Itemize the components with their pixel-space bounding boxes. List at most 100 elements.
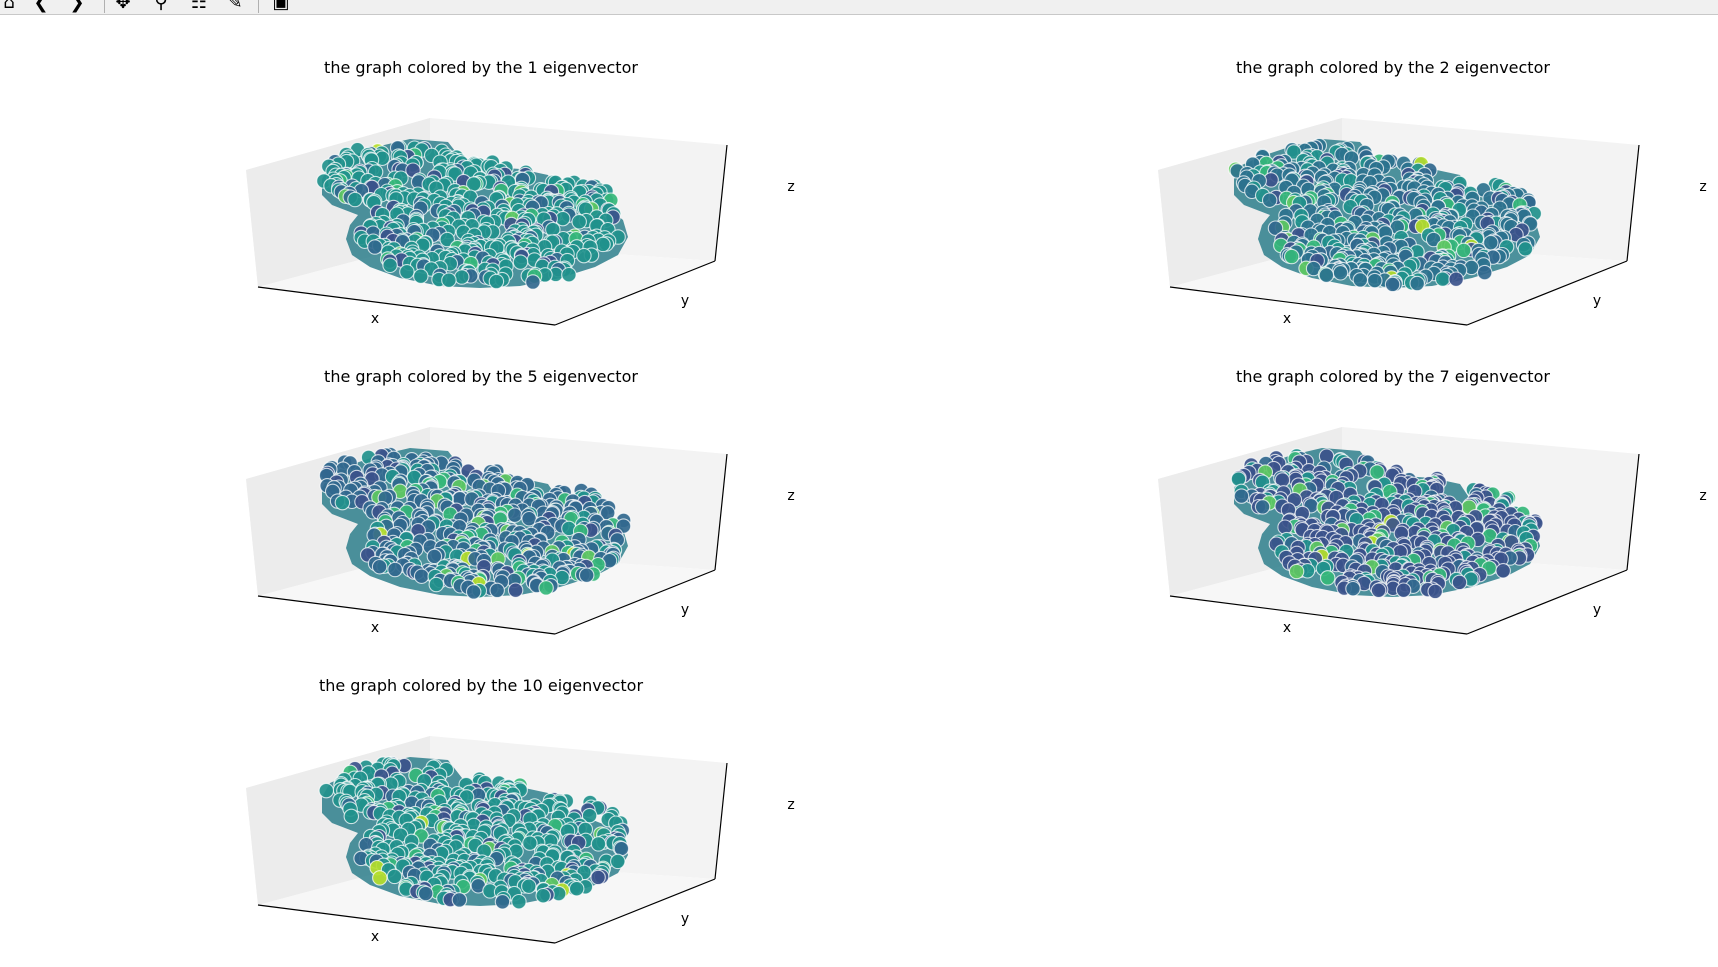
scatter-point [387, 561, 403, 578]
scatter-point [1517, 241, 1534, 257]
scatter-point [372, 870, 388, 886]
scatter-point [1455, 242, 1472, 259]
scatter-point [343, 808, 360, 825]
home-icon: ⌂ [3, 0, 15, 13]
toolbar-separator [258, 0, 259, 13]
scatter-point [511, 893, 527, 910]
scatter-point [561, 266, 577, 283]
scatter-point [1254, 499, 1271, 515]
x-axis-line [257, 904, 556, 944]
scatter-point [525, 274, 541, 290]
scatter-point [1476, 264, 1493, 281]
scatter-point [521, 878, 537, 894]
save-button[interactable]: ▣ [268, 0, 294, 12]
scatter-point [417, 885, 434, 902]
y-axis-label: y [681, 911, 689, 927]
scatter-point [1483, 234, 1499, 251]
scatter-point [318, 782, 335, 799]
x-axis-label: x [371, 929, 379, 945]
subplot-title: the graph colored by the 2 eigenvector [1236, 58, 1550, 77]
z-axis-line [714, 144, 728, 262]
subplot-2: the graph colored by the 2 eigenvector x y… [1158, 58, 1707, 327]
pan-button[interactable]: ✥ [110, 0, 136, 12]
scatter-point [1288, 563, 1305, 580]
scatter-point [1369, 464, 1385, 480]
x-axis-line [1169, 595, 1468, 635]
scatter-point [610, 853, 626, 870]
scatter-point [494, 894, 511, 910]
z-axis-label: z [1699, 179, 1706, 195]
y-axis-label: y [1593, 293, 1601, 309]
home-button[interactable]: ⌂ [0, 0, 22, 12]
scatter-point [1352, 272, 1369, 288]
scatter-point [507, 582, 524, 598]
scatter-point [1367, 272, 1383, 289]
scatter-point [1427, 583, 1443, 600]
subplot-3: the graph colored by the 5 eigenvector x y… [246, 367, 795, 636]
scatter-point [399, 264, 415, 280]
x-axis-label: x [371, 620, 379, 636]
toolbar-separator [104, 0, 105, 13]
scatter-point [347, 191, 363, 208]
x-axis-line [257, 286, 556, 326]
scatter-point [488, 273, 505, 290]
scatter-point [590, 869, 606, 886]
scatter-point [590, 836, 607, 852]
scatter-point [1409, 275, 1425, 292]
x-axis-line [257, 595, 556, 635]
subplot-title: the graph colored by the 5 eigenvector [324, 367, 638, 386]
back-button[interactable]: ❮ [28, 0, 54, 12]
y-axis-line [554, 878, 716, 944]
scatter-point [1451, 574, 1468, 591]
z-axis-line [1626, 144, 1640, 262]
y-axis-line [554, 260, 716, 326]
forward-button[interactable]: ❯ [64, 0, 90, 12]
z-axis-label: z [787, 797, 794, 813]
scatter-point [334, 494, 351, 511]
scatter-point [1318, 267, 1335, 283]
scatter-point [1286, 144, 1302, 160]
scatter-point [465, 584, 482, 600]
figure-canvas: the graph colored by the 1 eigenvector x y… [0, 15, 1718, 967]
subplot-title: the graph colored by the 10 eigenvector [319, 676, 644, 695]
y-axis-label: y [681, 602, 689, 618]
y-axis-label: y [681, 293, 689, 309]
z-axis-line [714, 453, 728, 571]
y-axis-line [1466, 569, 1628, 635]
subplot-4: the graph colored by the 7 eigenvector x y… [1158, 367, 1707, 636]
x-axis-line [1169, 286, 1468, 326]
figure-svg: the graph colored by the 1 eigenvector x y… [246, 58, 1707, 945]
x-axis-label: x [371, 311, 379, 327]
move-icon: ✥ [115, 0, 131, 13]
scatter-point [428, 576, 445, 593]
z-axis-label: z [1699, 488, 1706, 504]
scatter-point [595, 236, 611, 253]
scatter-point [576, 247, 592, 264]
edit-axes-button[interactable]: ✎ [222, 0, 248, 12]
zoom-button[interactable]: ⚲ [148, 0, 174, 12]
scatter-point [439, 231, 455, 248]
chart-edit-icon: ✎ [227, 0, 243, 13]
scatter-point [371, 558, 388, 575]
scatter-point [512, 254, 529, 270]
subplots-button[interactable]: ☷ [186, 0, 212, 12]
floppy-icon: ▣ [272, 0, 290, 13]
subplot-title: the graph colored by the 7 eigenvector [1236, 367, 1550, 386]
scatter-point [1448, 271, 1464, 287]
scatter-point [386, 868, 403, 885]
scatter-point [413, 268, 429, 284]
scatter-point [1395, 582, 1412, 598]
scatter-point [568, 880, 585, 897]
scatter-point [441, 272, 457, 288]
x-axis-label: x [1283, 311, 1291, 327]
scatter-point [578, 567, 595, 583]
sliders-icon: ☷ [190, 0, 208, 13]
scatter-point [1425, 231, 1442, 248]
scatter-point [538, 580, 554, 596]
scatter-point [367, 239, 383, 255]
scatter-point [507, 507, 523, 523]
scatter-point [413, 568, 430, 584]
matplotlib-toolbar: ⌂ ❮ ❯ ✥ ⚲ ☷ ✎ ▣ [0, 0, 1718, 15]
arrow-right-icon: ❯ [69, 0, 85, 13]
z-axis-label: z [787, 179, 794, 195]
